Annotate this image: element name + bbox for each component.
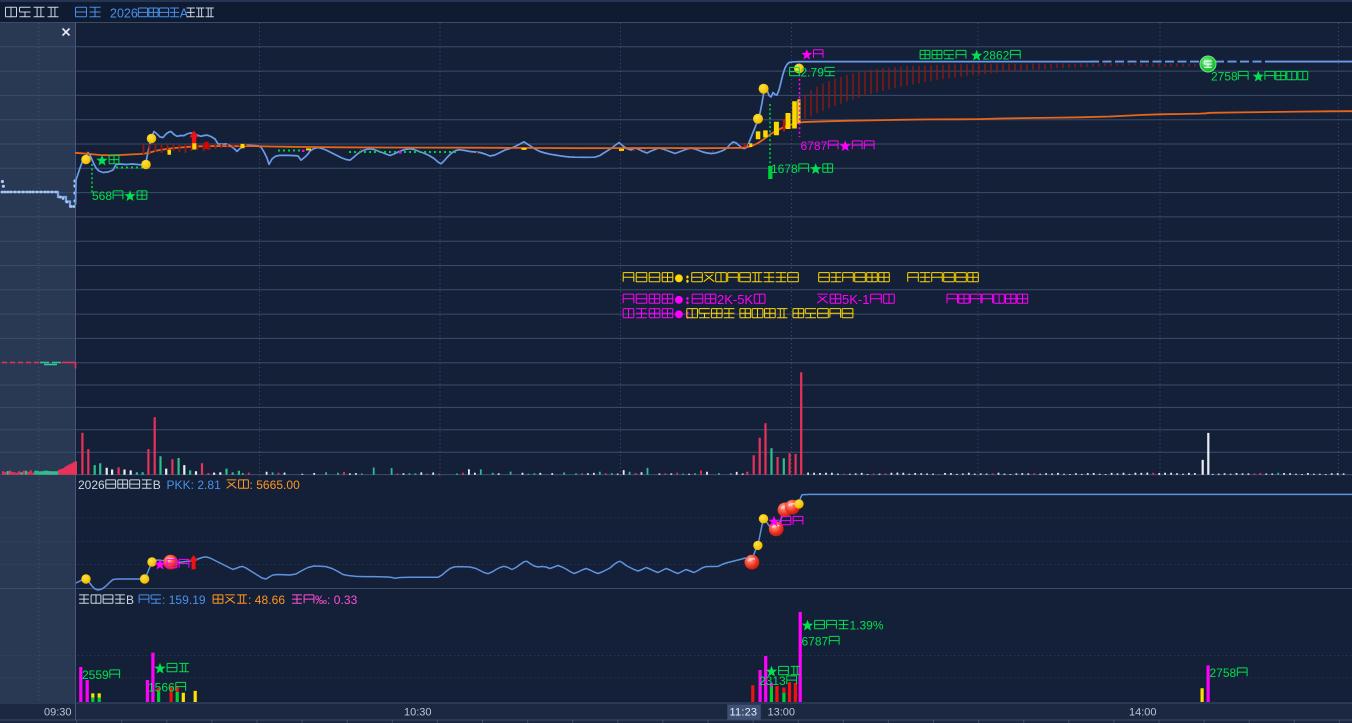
svg-text:1566: 1566	[148, 681, 175, 695]
svg-text:14:00: 14:00	[1129, 707, 1157, 719]
svg-text:2862: 2862	[983, 49, 1010, 63]
svg-text:2026: 2026	[110, 7, 138, 21]
svg-text:568: 568	[92, 189, 112, 203]
svg-text:2.79: 2.79	[801, 66, 825, 80]
svg-text:‰: 0.33: ‰: 0.33	[315, 593, 358, 607]
svg-text:13:00: 13:00	[768, 707, 796, 719]
svg-text:09:30: 09:30	[44, 707, 72, 719]
svg-text:6787: 6787	[802, 635, 829, 649]
svg-text:10:30: 10:30	[404, 707, 432, 719]
svg-text:2K-5K: 2K-5K	[717, 292, 753, 307]
svg-text:: 48.66: : 48.66	[248, 593, 285, 607]
svg-text:2313: 2313	[759, 674, 786, 688]
svg-text:: 159.19: : 159.19	[162, 593, 206, 607]
svg-text:2758: 2758	[1210, 666, 1237, 680]
svg-text:: 5665.00: : 5665.00	[250, 478, 301, 492]
svg-text:2758: 2758	[1211, 70, 1238, 84]
svg-text:A: A	[180, 7, 189, 21]
svg-text:2026: 2026	[78, 478, 105, 492]
svg-text:PKK: 2.81: PKK: 2.81	[167, 478, 222, 492]
svg-text:B: B	[153, 478, 161, 492]
svg-text:1.39%: 1.39%	[850, 619, 884, 633]
svg-text:5K-1: 5K-1	[842, 292, 870, 307]
svg-text:6787: 6787	[801, 139, 828, 153]
svg-text:11:23: 11:23	[730, 707, 758, 719]
svg-text:1678: 1678	[771, 162, 798, 176]
svg-text:B: B	[126, 593, 134, 607]
svg-text:2559: 2559	[82, 668, 109, 682]
